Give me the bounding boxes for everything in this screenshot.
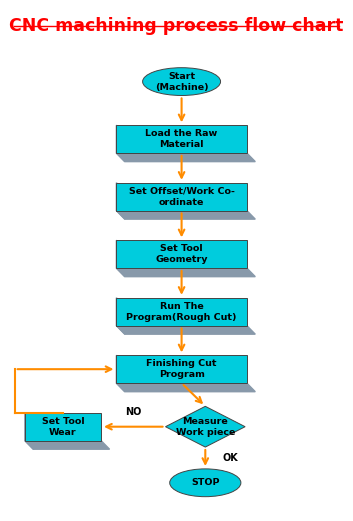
Polygon shape — [116, 240, 125, 277]
FancyBboxPatch shape — [116, 355, 247, 383]
Polygon shape — [116, 125, 125, 162]
Text: Measure
Work piece: Measure Work piece — [175, 417, 235, 437]
Polygon shape — [116, 183, 125, 219]
Text: Set Tool
Geometry: Set Tool Geometry — [155, 244, 208, 264]
Polygon shape — [116, 298, 125, 334]
Text: STOP: STOP — [191, 478, 220, 487]
Polygon shape — [116, 383, 255, 392]
FancyBboxPatch shape — [25, 413, 101, 441]
Polygon shape — [25, 441, 109, 449]
FancyBboxPatch shape — [116, 183, 247, 210]
Text: Run The
Program(Rough Cut): Run The Program(Rough Cut) — [126, 302, 237, 321]
Text: Finishing Cut
Program: Finishing Cut Program — [146, 359, 217, 379]
Polygon shape — [166, 406, 245, 447]
Polygon shape — [116, 355, 125, 392]
FancyBboxPatch shape — [116, 298, 247, 326]
Ellipse shape — [143, 68, 221, 95]
Polygon shape — [25, 413, 33, 449]
Text: CNC machining process flow chart: CNC machining process flow chart — [9, 17, 344, 35]
Text: Set Tool
Wear: Set Tool Wear — [42, 417, 84, 437]
Polygon shape — [116, 326, 255, 334]
Polygon shape — [116, 210, 255, 219]
Text: Set Offset/Work Co-
ordinate: Set Offset/Work Co- ordinate — [128, 187, 234, 207]
Text: NO: NO — [125, 407, 142, 417]
Text: Load the Raw
Material: Load the Raw Material — [145, 129, 218, 149]
FancyBboxPatch shape — [116, 125, 247, 153]
Text: Start
(Machine): Start (Machine) — [155, 71, 208, 92]
Text: OK: OK — [222, 453, 238, 463]
Ellipse shape — [170, 469, 241, 497]
Polygon shape — [116, 153, 255, 162]
FancyBboxPatch shape — [116, 240, 247, 268]
Polygon shape — [116, 268, 255, 277]
